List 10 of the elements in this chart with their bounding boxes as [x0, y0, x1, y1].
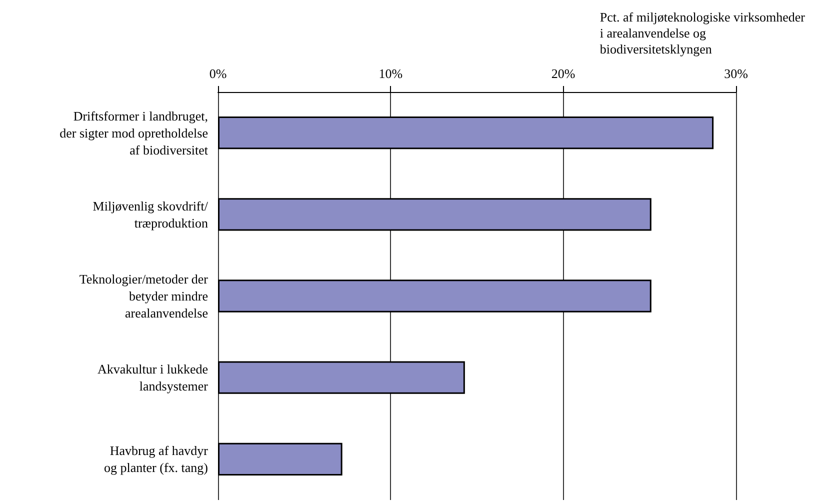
x-tick-label: 10% [378, 66, 403, 81]
x-axis-title: Pct. af miljøteknologiske virksomheder i arealanvendelse og biodiversitetsklyngen [600, 10, 806, 56]
x-tick-label: 30% [724, 66, 748, 81]
y-tick-label: Havbrug af havdyr og planter (fx. tang) [104, 443, 209, 476]
y-tick-label: Teknologier/metoder der betyder mindre arealanvendelse [79, 272, 209, 320]
y-tick-label: Miljøvenlig skovdrift/ træproduktion [92, 198, 208, 230]
x-tick-label: 20% [551, 66, 576, 81]
y-tick-label: Driftsformer i landbruget, der sigter mod opretholdelse af biodiversitet [60, 108, 208, 158]
y-tick-label: Akvakultur i lukkede landsystemer [98, 362, 209, 394]
x-tick-label: 0% [209, 66, 227, 81]
